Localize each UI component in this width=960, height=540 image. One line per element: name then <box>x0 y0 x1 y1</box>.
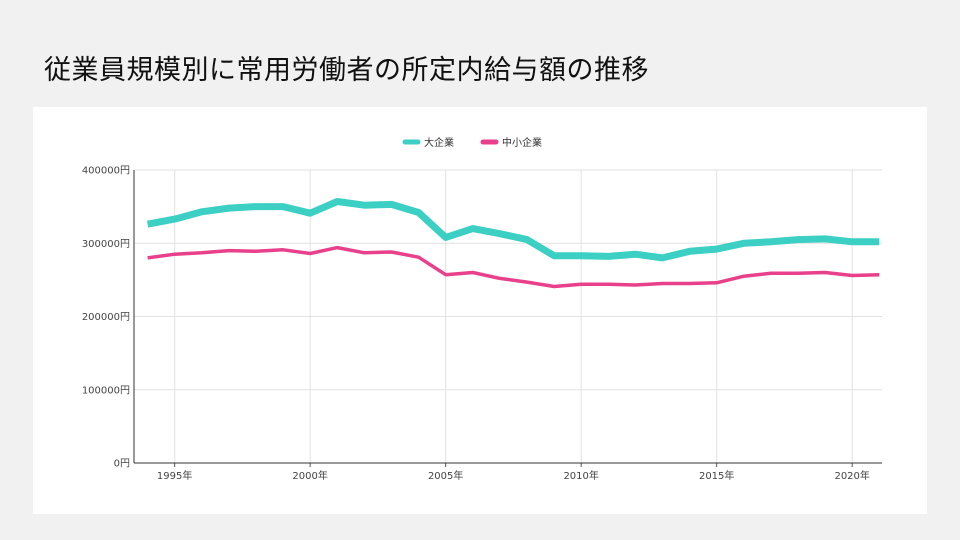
x-tick-label: 2000年 <box>292 469 327 482</box>
page-title: 従業員規模別に常用労働者の所定内給与額の推移 <box>44 55 649 86</box>
y-tick-label: 200000円 <box>82 312 130 323</box>
chart-card: 0円 100000円 200000円 300000円 400000円 1995年 2000年… <box>33 107 927 514</box>
y-tick-label: 100000円 <box>82 385 130 396</box>
legend-label: 中小企業 <box>502 136 542 149</box>
x-tick-label: 2005年 <box>428 469 463 482</box>
line-chart: 0円 100000円 200000円 300000円 400000円 1995年 2000年… <box>82 136 882 482</box>
x-tick-label: 1995年 <box>157 469 192 482</box>
legend-label: 大企業 <box>424 136 454 149</box>
series-line-1 <box>146 198 880 262</box>
x-tick-label: 2015年 <box>699 469 734 482</box>
x-tick-label: 2020年 <box>834 469 869 482</box>
y-tick-label: 400000円 <box>82 166 130 177</box>
y-tick-label: 0円 <box>114 459 130 470</box>
x-tick-label: 2010年 <box>563 469 598 482</box>
y-tick-label: 300000円 <box>82 239 130 250</box>
series-line-2 <box>147 245 880 289</box>
